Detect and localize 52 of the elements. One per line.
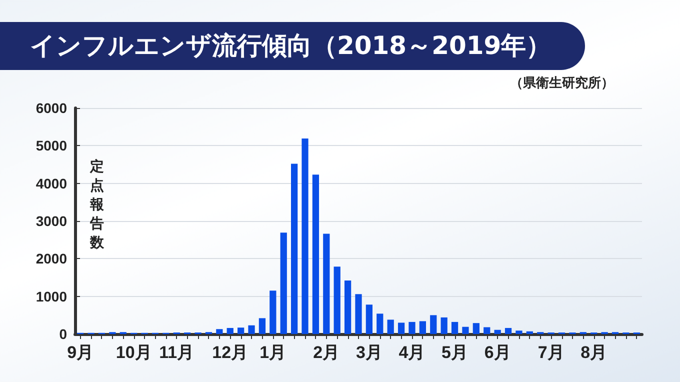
bar [258,318,266,334]
y-tick-label: 3000 [36,213,68,229]
bar [344,280,352,334]
bar [408,322,416,334]
text: （県衛生研究所） [510,74,614,92]
bar [504,328,512,334]
bar [216,329,223,334]
x-tick-label: 9月 [67,343,94,362]
bar [226,328,234,334]
y-tick-label: 5000 [36,138,68,154]
bar [248,325,255,334]
x-tick-label: 1月 [260,343,286,362]
bar [334,266,340,334]
x-tick-label: 3月 [356,343,382,362]
bar [366,304,373,334]
bar [280,232,287,334]
bar [238,328,244,334]
bar [526,331,533,334]
bar [440,317,448,334]
bar [302,138,308,334]
bar [494,330,501,334]
x-tick-label: 4月 [398,343,426,362]
x-tick-label: 7月 [538,343,564,362]
x-tick-label: 10月 [116,343,152,362]
bar [484,327,490,334]
x-tick-label: 5月 [442,343,468,362]
bar [430,315,437,334]
y-tick-label: 4000 [36,175,68,192]
bar [270,290,276,334]
bar [462,326,469,334]
y-tick-label: 6000 [36,100,68,116]
bar [516,330,522,334]
y-axis-title: 定点報告数 [89,158,105,253]
bar [398,322,405,334]
y-tick-label: 2000 [36,250,68,267]
bar [472,323,480,334]
bar [290,164,298,334]
x-tick-label: 2月 [313,343,340,362]
bar [451,322,458,334]
x-tick-label: 11月 [159,343,194,362]
bar [376,314,384,334]
bar [387,320,394,334]
bar [312,174,320,334]
bar [355,294,362,334]
bar [323,234,330,334]
x-tick-label: 12月 [212,343,248,362]
y-tick-label: 1000 [36,288,68,304]
chart-title: インフルエンザ流行傾向（2018～2019年） [0,22,585,70]
x-tick-label: 8月 [580,343,608,362]
x-tick-label: 6月 [484,343,511,362]
y-tick-label: 0 [59,326,68,342]
bar [419,321,426,334]
